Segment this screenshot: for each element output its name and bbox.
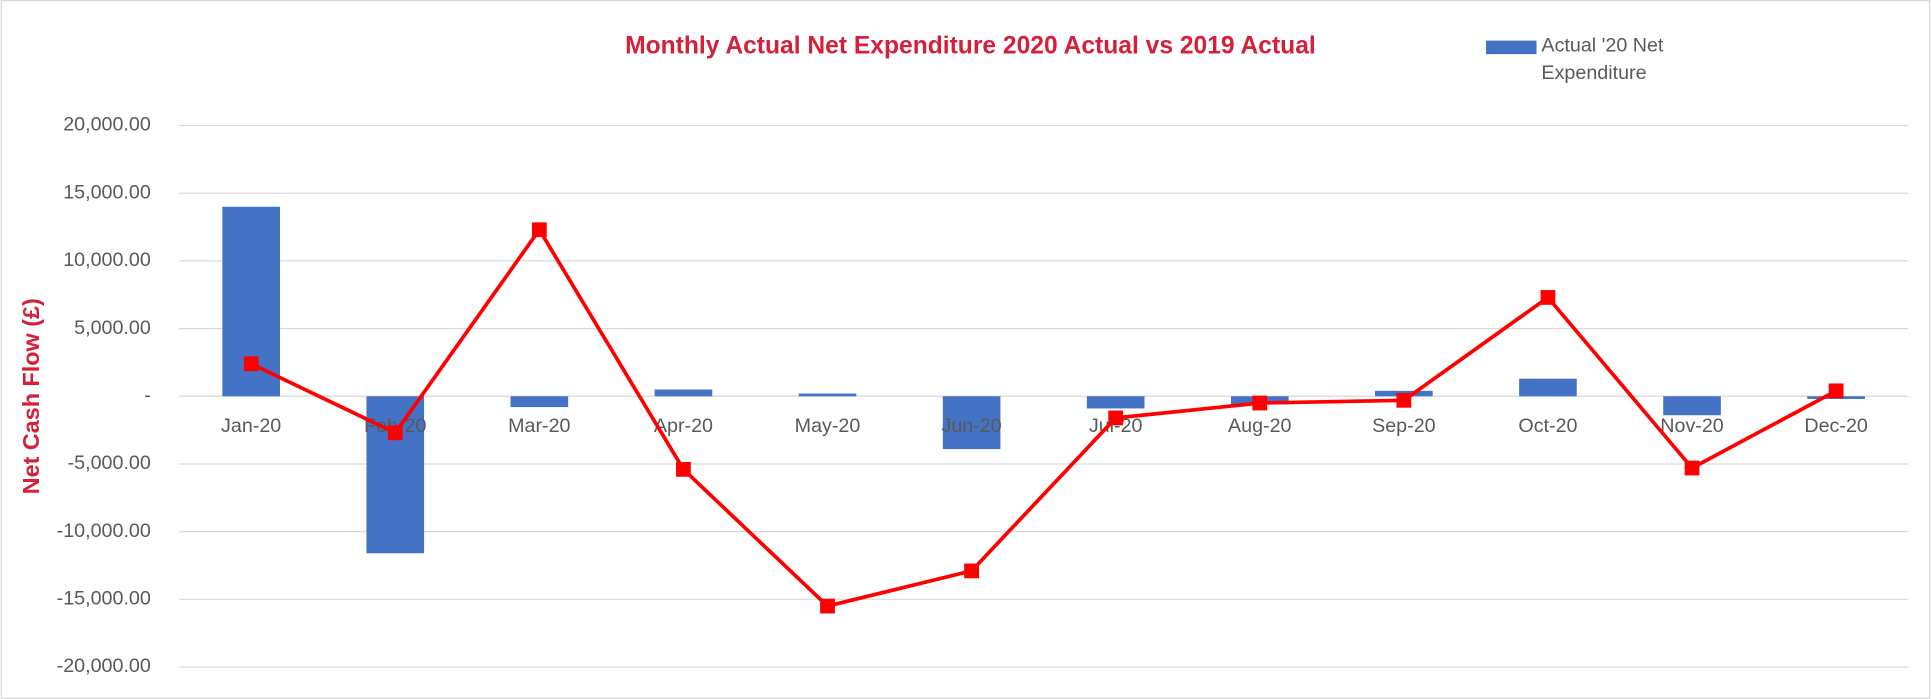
x-tick-label: May-20 xyxy=(795,415,861,437)
y-tick-label: -5,000.00 xyxy=(68,452,151,474)
line-marker xyxy=(1396,392,1412,408)
x-tick-label: Jun-20 xyxy=(942,415,1002,437)
bar xyxy=(1519,378,1577,397)
bar xyxy=(798,393,857,397)
y-tick-label: -20,000.00 xyxy=(57,655,151,677)
x-tick-label: Oct-20 xyxy=(1518,415,1577,437)
line-marker xyxy=(1540,290,1556,305)
line-marker xyxy=(387,425,403,441)
line-marker xyxy=(964,563,979,579)
x-tick-label: Apr-20 xyxy=(654,415,713,437)
line-marker xyxy=(1828,383,1844,399)
x-tick-label: Sep-20 xyxy=(1372,415,1436,437)
legend-label: Actual '20 Net Expenditure xyxy=(1541,35,1664,84)
line-marker xyxy=(1108,410,1124,426)
line-marker xyxy=(676,461,691,477)
x-tick-label: Mar-20 xyxy=(508,415,570,437)
y-axis-label: Net Cash Flow (£) xyxy=(18,298,44,494)
line-marker xyxy=(1252,395,1268,411)
x-tick-label: Aug-20 xyxy=(1228,415,1292,437)
bar xyxy=(1086,396,1145,409)
x-tick-label: Dec-20 xyxy=(1804,415,1868,437)
y-tick-label: 5,000.00 xyxy=(74,317,151,339)
line xyxy=(250,226,1837,609)
y-tick-label: - xyxy=(144,384,151,406)
chart-title: Monthly Actual Net Expenditure 2020 Actu… xyxy=(625,32,1316,59)
line-marker xyxy=(1684,460,1700,476)
bar xyxy=(942,396,1001,450)
legend-swatch xyxy=(1486,40,1537,55)
legend-entry: Actual '20 Net Expenditure xyxy=(1541,35,1664,84)
y-tick-label: -15,000.00 xyxy=(57,588,151,610)
line-marker xyxy=(820,598,835,614)
x-tick-label: Nov-20 xyxy=(1660,415,1724,437)
line-marker xyxy=(243,356,259,372)
bar xyxy=(1663,396,1721,416)
y-tick-label: 10,000.00 xyxy=(63,249,151,271)
bar xyxy=(654,389,713,397)
y-tick-label: -10,000.00 xyxy=(57,520,151,542)
line-marker xyxy=(531,222,547,238)
bar xyxy=(510,396,569,408)
y-tick-label: 20,000.00 xyxy=(63,114,151,136)
x-tick-label: Jan-20 xyxy=(221,415,281,437)
y-tick-label: 15,000.00 xyxy=(63,181,151,203)
